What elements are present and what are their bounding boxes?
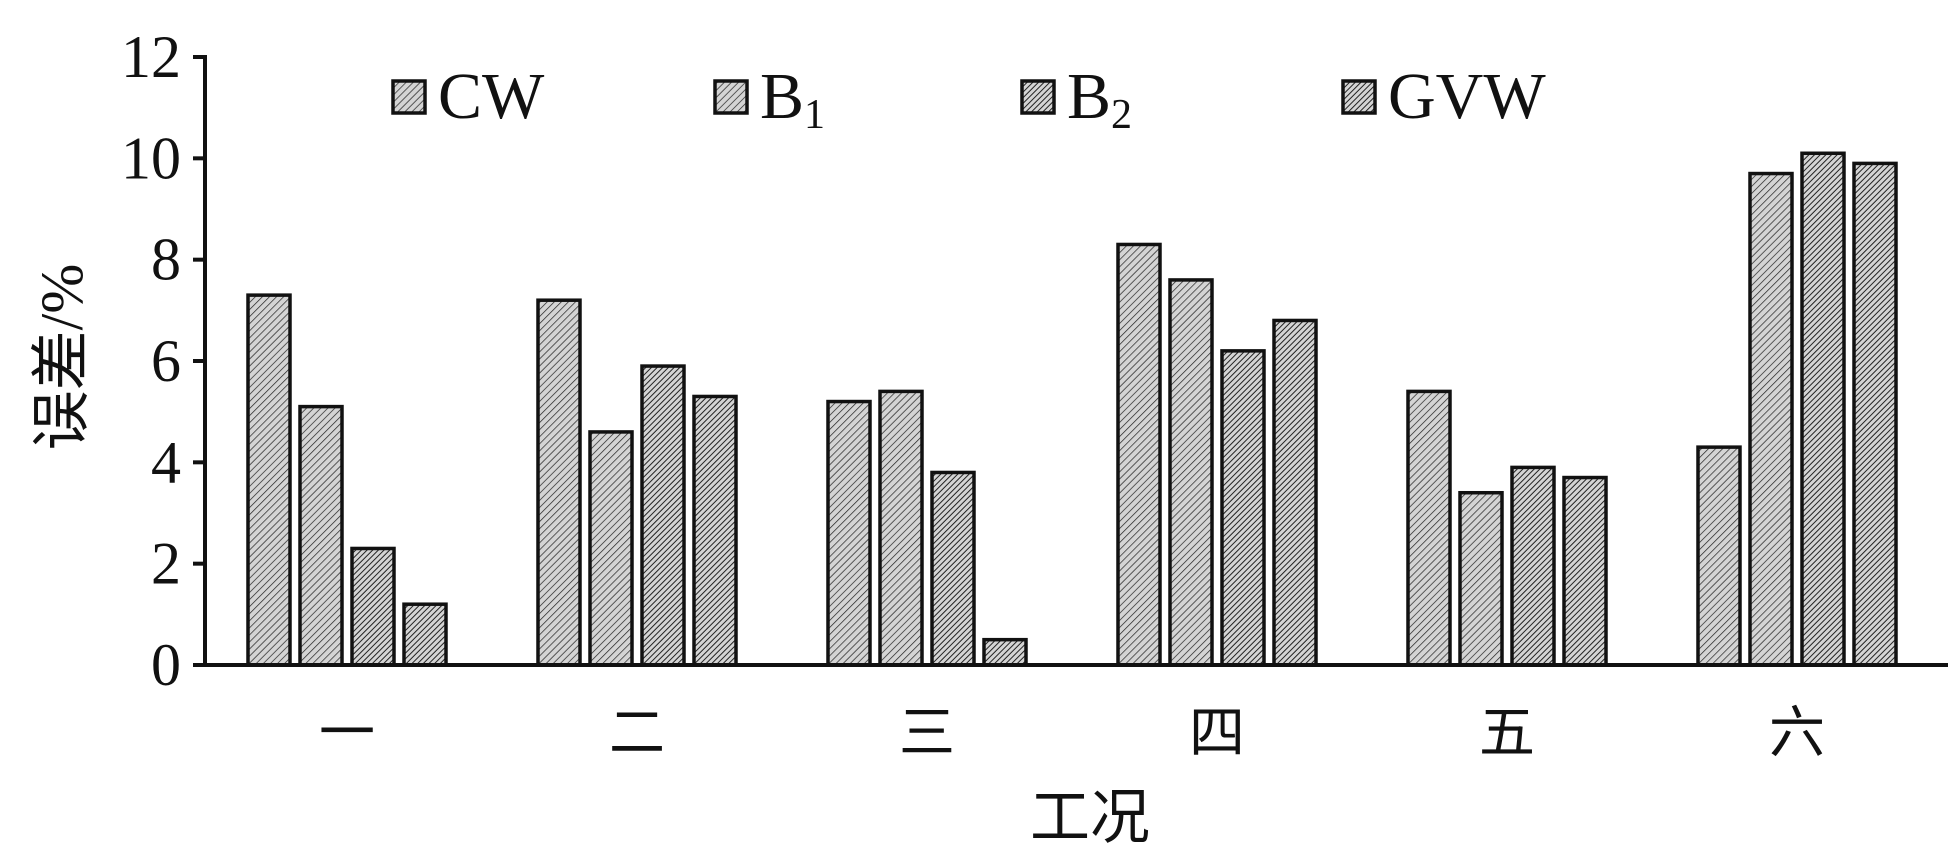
- x-category-label: 二: [609, 703, 665, 765]
- legend-label-GVW: GVW: [1388, 60, 1546, 133]
- bar-B2-4: [1220, 349, 1266, 667]
- bar-B2-3: [930, 470, 976, 667]
- bar-CW-1: [246, 293, 292, 667]
- y-tick-label: 4: [151, 429, 181, 495]
- legend-swatch-B2: [1020, 79, 1056, 115]
- x-category-label: 一: [319, 703, 375, 765]
- axes: [203, 55, 1948, 667]
- x-axis-title: 工况: [1030, 785, 1150, 851]
- y-tick-label: 0: [151, 632, 181, 698]
- bar-B1-3: [878, 389, 924, 667]
- legend-label-B1: B1: [760, 60, 825, 138]
- bar-GVW-5: [1562, 475, 1608, 667]
- bar-B1-4: [1168, 278, 1214, 667]
- x-category-label: 三: [899, 703, 955, 765]
- bar-B2-6: [1800, 151, 1846, 667]
- legend-swatch-B1: [713, 79, 749, 115]
- x-category-label: 六: [1769, 703, 1825, 765]
- x-category-label: 四: [1189, 703, 1245, 765]
- bar-CW-4: [1116, 242, 1162, 667]
- bar-GVW-6: [1852, 161, 1898, 667]
- y-tick-label: 12: [121, 24, 181, 90]
- legend-label-CW: CW: [438, 60, 545, 133]
- bar-CW-6: [1696, 445, 1742, 667]
- bar-B2-1: [350, 546, 396, 667]
- y-tick-label: 8: [151, 227, 181, 293]
- y-tick-label: 10: [121, 125, 181, 191]
- bar-CW-5: [1406, 389, 1452, 667]
- y-tick-label: 2: [151, 531, 181, 597]
- bar-GVW-3: [982, 637, 1028, 667]
- bar-GVW-4: [1272, 318, 1318, 667]
- legend-swatch-GVW: [1341, 79, 1377, 115]
- bar-GVW-1: [402, 602, 448, 667]
- legend-swatch-CW: [391, 79, 427, 115]
- bar-B2-2: [640, 364, 686, 667]
- bar-CW-2: [536, 298, 582, 667]
- legend-label-B2: B2: [1067, 60, 1132, 138]
- bar-B1-6: [1748, 171, 1794, 667]
- bar-B1-2: [588, 430, 634, 667]
- y-axis-title: 误差/%: [29, 264, 95, 451]
- bars-layer: [246, 151, 1898, 667]
- x-category-label: 五: [1479, 703, 1535, 765]
- x-categories: 一二三四五六: [319, 703, 1825, 765]
- bar-GVW-2: [692, 394, 738, 667]
- bar-CW-3: [826, 399, 872, 667]
- bar-B1-5: [1458, 490, 1504, 667]
- bar-B1-1: [298, 404, 344, 667]
- y-ticks: 0 2 4 6 8 10 12: [121, 24, 205, 698]
- bar-B2-5: [1510, 465, 1556, 667]
- legend: CW B1 B2 GVW: [391, 60, 1546, 138]
- y-tick-label: 6: [151, 328, 181, 394]
